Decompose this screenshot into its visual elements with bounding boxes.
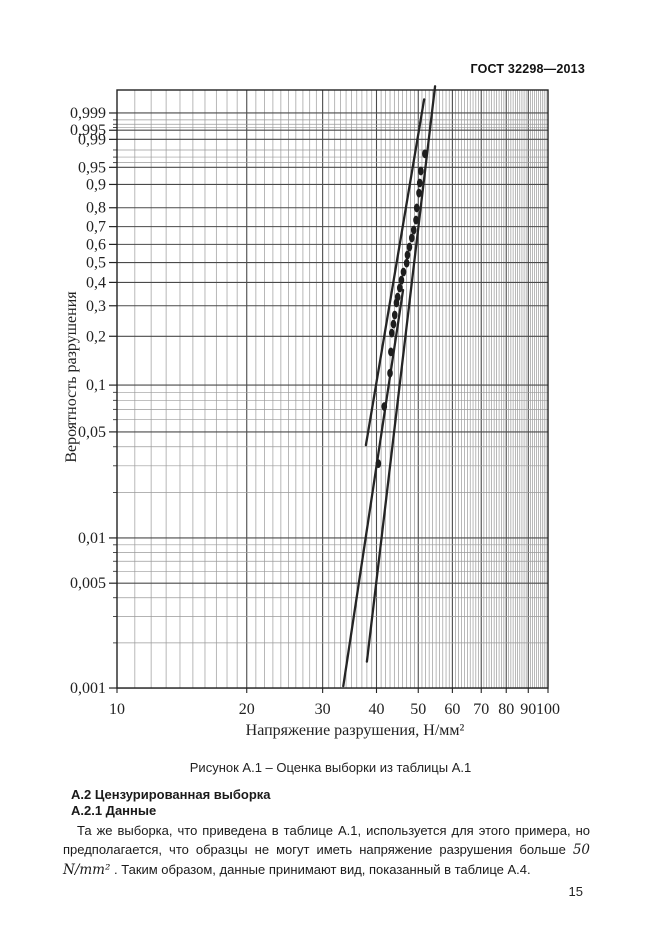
y-tick-label: 0,4 <box>86 274 106 291</box>
data-point <box>404 250 411 260</box>
y-tick-label: 0,001 <box>70 680 106 697</box>
x-tick-label: 20 <box>239 701 255 718</box>
confidence-bound-lower-left <box>342 288 405 688</box>
data-point <box>422 149 428 159</box>
y-tick-label: 0,5 <box>86 255 106 272</box>
x-tick-label: 90 <box>520 701 536 718</box>
subsection-heading: А.2.1 Данные <box>71 802 157 818</box>
body-paragraph: Та же выборка, что приведена в таблице А… <box>63 821 590 880</box>
document-header: ГОСТ 32298—2013 <box>470 62 585 76</box>
y-tick-label: 0,01 <box>78 530 106 547</box>
data-point <box>387 368 393 378</box>
data-point <box>410 225 417 235</box>
y-tick-label: 0,1 <box>86 377 106 394</box>
y-axis-title: Вероятность разрушения <box>63 291 80 463</box>
data-point <box>403 258 410 268</box>
data-point <box>390 319 397 329</box>
y-tick-label: 0,999 <box>70 105 106 122</box>
y-tick-label: 0,3 <box>86 298 106 315</box>
y-tick-label: 0,2 <box>86 328 106 345</box>
ml-fit-line <box>365 85 437 663</box>
x-tick-label: 100 <box>536 701 560 718</box>
data-point <box>394 292 401 302</box>
inline-math-value: 50 N/mm² <box>63 842 590 878</box>
x-tick-label: 70 <box>473 701 489 718</box>
paragraph-text-before: Та же выборка, что приведена в таблице А… <box>63 823 590 857</box>
x-tick-label: 50 <box>410 701 426 718</box>
data-point <box>413 203 420 213</box>
figure-caption: Рисунок А.1 – Оценка выборки из таблицы … <box>189 760 472 775</box>
y-tick-label: 0,9 <box>86 176 106 193</box>
confidence-bound-upper-left <box>364 98 426 447</box>
y-tick-label: 0,005 <box>70 575 106 592</box>
data-point <box>418 166 424 176</box>
data-point <box>398 275 405 285</box>
x-tick-label: 10 <box>109 701 125 718</box>
y-tick-label: 0,99 <box>78 131 106 148</box>
x-tick-label: 40 <box>368 701 384 718</box>
y-tick-label: 0,7 <box>86 219 106 236</box>
data-point <box>416 178 423 188</box>
y-tick-label: 0,6 <box>86 236 106 253</box>
y-tick-label: 0,95 <box>78 159 106 176</box>
data-point <box>400 267 407 277</box>
data-point <box>391 310 398 320</box>
section-text: А.2 Цензурированная выборка А.2.1 Данные… <box>63 787 590 880</box>
x-tick-label: 60 <box>444 701 460 718</box>
y-tick-label: 0,8 <box>86 200 106 217</box>
y-tick-label: 0,995 <box>70 122 106 139</box>
data-point <box>408 233 415 243</box>
data-point <box>406 242 413 252</box>
data-point <box>388 328 395 338</box>
plot-frame <box>116 89 549 689</box>
data-point <box>388 347 394 357</box>
data-point <box>381 402 388 411</box>
x-tick-label: 30 <box>315 701 331 718</box>
x-tick-label: 80 <box>498 701 514 718</box>
y-tick-label: 0,05 <box>78 424 106 441</box>
paragraph-text-after: . Таким образом, данные принимают вид, п… <box>110 862 531 877</box>
x-axis-title: Напряжение разрушения, Н/мм² <box>245 722 465 739</box>
section-heading: А.2 Цензурированная выборка <box>71 787 271 802</box>
data-point <box>396 283 403 293</box>
data-point <box>413 215 419 225</box>
data-point <box>416 188 422 198</box>
data-point <box>375 459 382 469</box>
page-number: 15 <box>568 884 583 899</box>
